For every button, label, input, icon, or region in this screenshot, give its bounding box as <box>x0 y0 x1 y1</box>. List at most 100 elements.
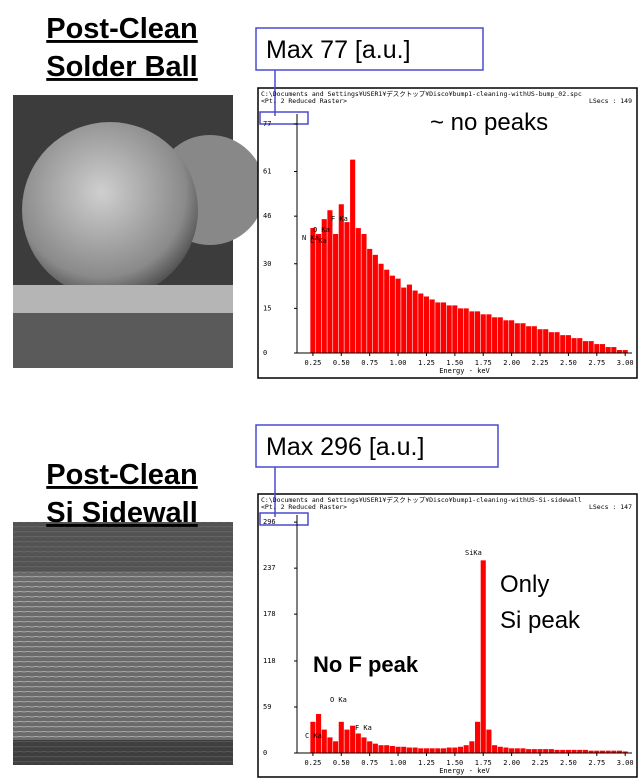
panel-title: Post-Clean <box>46 459 197 491</box>
spectrum-bar <box>412 747 418 753</box>
y-tick-label: 0 <box>263 349 267 357</box>
spectrum-bar <box>571 749 577 753</box>
spectrum-bar <box>531 749 537 753</box>
spectrum-bar <box>571 338 577 353</box>
spectrum-bar <box>384 745 390 753</box>
x-tick-label: 2.75 <box>588 359 605 367</box>
spectrum-bar <box>548 332 554 353</box>
y-tick-label: 30 <box>263 260 271 268</box>
x-tick-label: 2.00 <box>503 759 520 767</box>
max-label: Max 296 [a.u.] <box>266 433 424 461</box>
file-header: LSecs : 147 <box>589 503 632 511</box>
spectrum-bar <box>435 302 441 353</box>
file-header: LSecs : 149 <box>589 97 632 105</box>
y-tick-label: 77 <box>263 120 271 128</box>
spectrum-bar <box>554 332 560 353</box>
annotation: ~ no peaks <box>430 109 548 136</box>
x-tick-label: 2.25 <box>532 359 549 367</box>
spectrum-bar <box>577 338 583 353</box>
spectrum-bar <box>543 329 549 353</box>
annotation: Si peak <box>500 607 581 634</box>
y-tick-label: 0 <box>263 749 267 757</box>
spectrum-bar <box>406 747 412 753</box>
spectrum-bar <box>509 320 515 353</box>
peak-label: F Ka <box>355 724 372 732</box>
spectrum-bar <box>310 228 316 353</box>
spectrum-bar <box>594 344 600 353</box>
x-tick-label: 0.25 <box>304 359 321 367</box>
spectrum-bar <box>520 323 526 353</box>
spectrum-bar <box>599 344 606 353</box>
spectrum-bar <box>611 750 617 753</box>
y-tick-label: 59 <box>263 703 271 711</box>
y-tick-label: 296 <box>263 518 276 526</box>
spectrum-bar <box>565 335 571 353</box>
spectrum-bar <box>429 748 435 753</box>
y-tick-label: 178 <box>263 610 276 618</box>
spectrum-bar <box>423 296 430 353</box>
spectrum-bar <box>486 729 492 753</box>
peak-label: N Ka <box>302 234 319 242</box>
spectrum-bar <box>412 290 418 353</box>
spectrum-bar <box>497 746 503 753</box>
spectrum-bar <box>611 347 617 353</box>
spectrum-bar <box>543 749 549 753</box>
spectrum-bar <box>327 210 333 353</box>
max-tick-box <box>259 111 309 125</box>
spectrum-bar <box>327 737 333 753</box>
spectrum-bar <box>321 219 327 353</box>
spectrum-bar <box>378 745 384 753</box>
spectrum-bar <box>622 751 628 753</box>
spectrum-bar <box>452 747 458 753</box>
spectrum-bar <box>418 748 424 753</box>
spectrum-bar <box>316 714 322 753</box>
spectrum-bar <box>395 278 401 353</box>
x-tick-label: 0.50 <box>333 359 350 367</box>
peak-label: O Ka <box>330 696 347 704</box>
x-tick-label: 1.25 <box>418 759 435 767</box>
spectrum-bar <box>622 350 628 353</box>
spectrum-bar <box>492 745 498 753</box>
panel-title: Solder Ball <box>46 51 198 83</box>
spectrum-bar <box>509 748 515 753</box>
spectrum-bar <box>389 745 395 753</box>
x-tick-label: 2.25 <box>532 759 549 767</box>
spectrum-bar <box>457 746 464 753</box>
spectrum-bar <box>389 275 395 353</box>
spectrum-bar <box>548 749 554 753</box>
spectrum-bar <box>457 308 464 353</box>
spectrum-bar <box>435 748 441 753</box>
spectrum-bar <box>446 305 452 353</box>
spectrum-bar <box>475 721 481 753</box>
spectrum-bar <box>321 729 327 753</box>
x-axis-label: Energy - keV <box>439 767 490 775</box>
spectrum-bar <box>338 721 344 753</box>
spectrum-bar <box>616 750 623 753</box>
x-tick-label: 1.75 <box>475 359 492 367</box>
spectrum-bar <box>463 745 469 753</box>
spectrum-bar <box>582 341 588 353</box>
spectrum-bar <box>316 234 322 353</box>
spectrum-bar <box>514 748 520 753</box>
file-header: <Pt. 2 Reduced Raster> <box>261 503 347 511</box>
panel-title: Post-Clean <box>46 13 197 45</box>
file-header: <Pt. 2 Reduced Raster> <box>261 97 347 105</box>
spectrum-bar <box>537 329 543 353</box>
spectrum-bar <box>384 269 390 353</box>
peak-label: SiKa <box>465 549 482 557</box>
x-tick-label: 3.00 <box>617 359 634 367</box>
y-tick-label: 46 <box>263 212 271 220</box>
y-tick-label: 118 <box>263 657 276 665</box>
sem-image-2 <box>13 522 233 765</box>
max-box <box>255 424 499 468</box>
spectrum-bar <box>605 750 611 753</box>
file-header: C:\Documents and Settings¥USER1¥デスクトップ¥D… <box>261 495 582 504</box>
spectrum-bar <box>463 308 469 353</box>
spectrum-bar <box>492 317 498 353</box>
spectrum-bar <box>338 204 344 353</box>
spectrum-bar <box>469 741 475 753</box>
x-tick-label: 1.50 <box>446 759 463 767</box>
x-tick-label: 3.00 <box>617 759 634 767</box>
spectrum-bar <box>401 746 407 753</box>
